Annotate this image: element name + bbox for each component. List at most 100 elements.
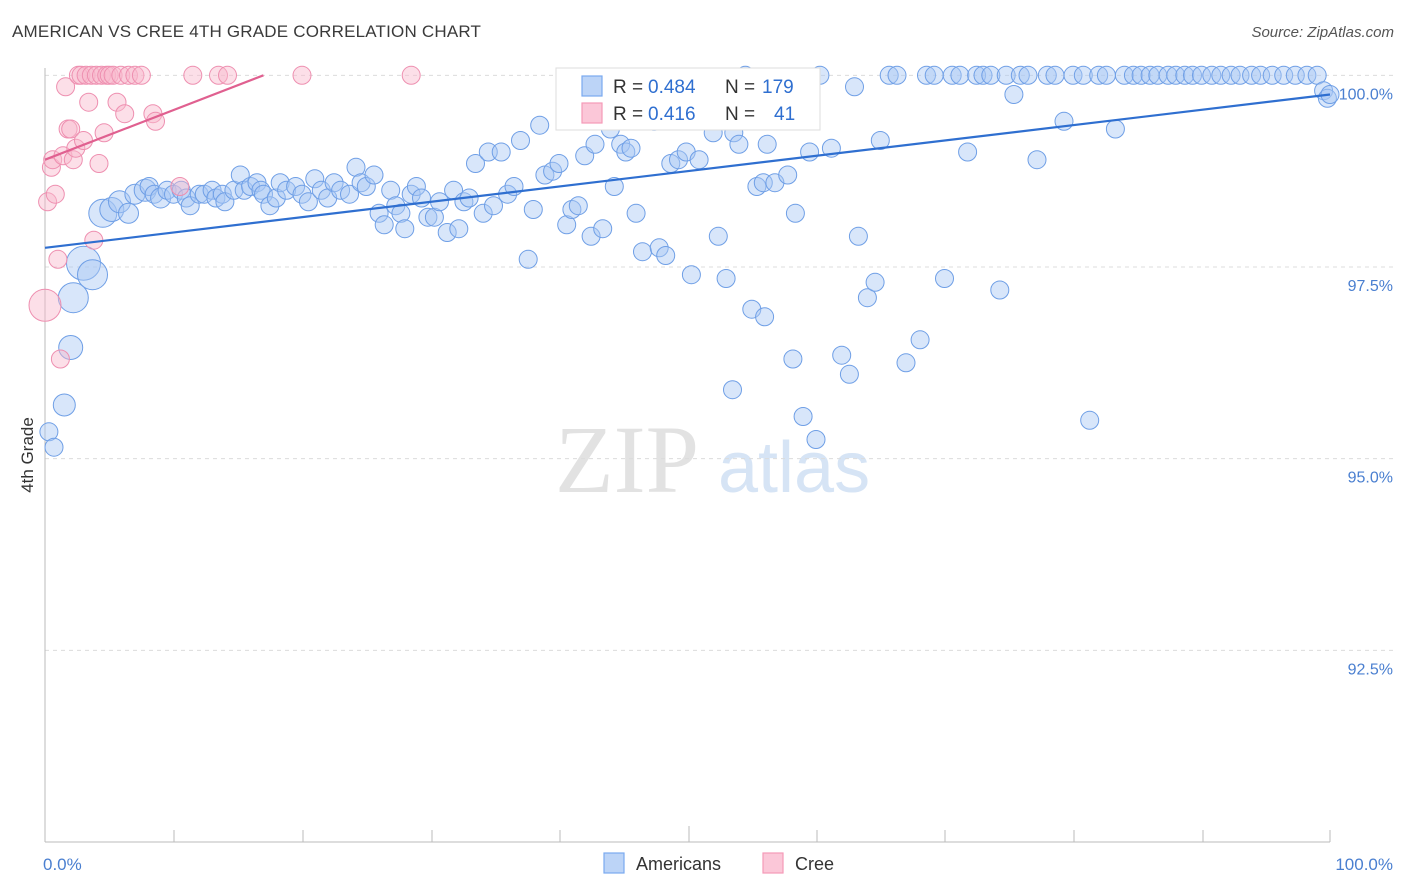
americans-point: [981, 65, 1001, 85]
americans-point: [1063, 65, 1083, 85]
americans-point: [418, 207, 438, 227]
americans-point: [57, 282, 89, 314]
americans-point: [785, 203, 805, 223]
americans-point: [633, 242, 652, 262]
americans-point: [753, 173, 773, 193]
americans-point: [523, 200, 543, 219]
cree-point: [89, 154, 109, 173]
americans-point: [356, 177, 376, 196]
americans-point: [990, 280, 1010, 300]
americans-legend-swatch: [581, 75, 603, 97]
cree-trend-line: [44, 74, 264, 161]
americans-point: [364, 165, 384, 185]
americans-point: [1027, 150, 1047, 170]
americans-point: [649, 238, 669, 258]
americans-point: [585, 134, 605, 154]
americans-point: [298, 192, 318, 212]
cree-point: [103, 65, 123, 85]
americans-point: [681, 265, 701, 285]
americans-point: [708, 226, 728, 246]
americans-point: [935, 269, 954, 288]
x-tick-label: 0.0%: [43, 855, 82, 874]
americans-point: [568, 196, 588, 216]
americans-point: [549, 154, 569, 173]
cree-point: [48, 249, 68, 269]
americans-point: [848, 226, 868, 246]
cree-n-label: N =: [725, 104, 755, 125]
y-tick-label: 97.5%: [1348, 278, 1393, 295]
cree-point: [401, 65, 421, 85]
cree-point: [61, 119, 81, 139]
americans-point: [530, 115, 550, 135]
americans-point: [484, 196, 503, 216]
americans-point: [286, 177, 306, 196]
americans-point: [917, 65, 936, 85]
americans-point: [879, 65, 899, 85]
cree-point: [45, 184, 65, 204]
americans-point: [755, 307, 775, 327]
americans-point: [543, 161, 563, 181]
axes: 0.0% 100.0%: [43, 68, 1393, 874]
americans-point: [324, 173, 344, 193]
y-axis-label: 4th Grade: [18, 417, 37, 493]
americans-point: [839, 364, 859, 384]
americans-point: [604, 177, 624, 196]
gridlines: 92.5% 95.0% 97.5% 100.0%: [45, 74, 1395, 678]
americans-point: [845, 77, 864, 97]
americans-point: [757, 134, 777, 154]
americans-point: [669, 150, 688, 170]
americans-point: [557, 215, 577, 235]
americans-n-label: N =: [725, 77, 755, 98]
americans-point: [996, 65, 1016, 85]
americans-point: [832, 345, 852, 365]
cree-point: [56, 77, 76, 97]
series-legend: Americans Cree: [603, 852, 834, 874]
americans-point: [1123, 65, 1143, 85]
americans-point: [723, 380, 742, 400]
source-credit: Source: ZipAtlas.com: [1251, 24, 1394, 41]
cree-point: [111, 65, 131, 85]
americans-point: [518, 249, 538, 269]
cree-point: [28, 288, 62, 322]
americans-point: [1010, 65, 1030, 85]
americans-point: [1211, 65, 1231, 85]
americans-point: [958, 142, 978, 162]
americans-point: [466, 154, 485, 173]
americans-point: [562, 200, 582, 219]
americans-point: [689, 150, 709, 170]
cree-point: [125, 65, 145, 85]
americans-point: [656, 246, 676, 265]
americans-point: [511, 131, 530, 150]
americans-point: [716, 269, 736, 288]
americans-point: [1297, 65, 1317, 85]
americans-point: [1018, 65, 1038, 85]
legend-cree-label: Cree: [795, 854, 834, 874]
americans-point: [381, 180, 401, 200]
americans-point: [857, 288, 877, 308]
cree-point: [218, 65, 237, 85]
americans-point: [942, 65, 962, 85]
americans-point: [144, 184, 164, 204]
americans-point: [1045, 65, 1065, 85]
cree-r-value: 0.416: [648, 104, 696, 125]
americans-point: [865, 272, 885, 292]
cree-point: [107, 92, 127, 112]
americans-point: [1274, 65, 1294, 85]
americans-r-label: R =: [613, 77, 643, 98]
americans-point: [1251, 65, 1271, 85]
americans-point: [44, 437, 64, 457]
cree-point: [79, 92, 99, 112]
americans-point: [924, 65, 944, 85]
americans-point: [58, 335, 84, 360]
americans-point: [150, 187, 172, 209]
cree-legend-swatch: [581, 102, 603, 124]
watermark-zip: ZIP: [555, 406, 699, 513]
americans-point: [1317, 88, 1337, 108]
americans-point: [1175, 65, 1195, 85]
americans-point: [270, 173, 290, 193]
legend-cree-swatch: [762, 852, 784, 874]
cree-point: [183, 65, 203, 85]
chart-title: AMERICAN VS CREE 4TH GRADE CORRELATION C…: [12, 22, 482, 41]
americans-point: [581, 226, 601, 246]
americans-point: [896, 353, 916, 373]
